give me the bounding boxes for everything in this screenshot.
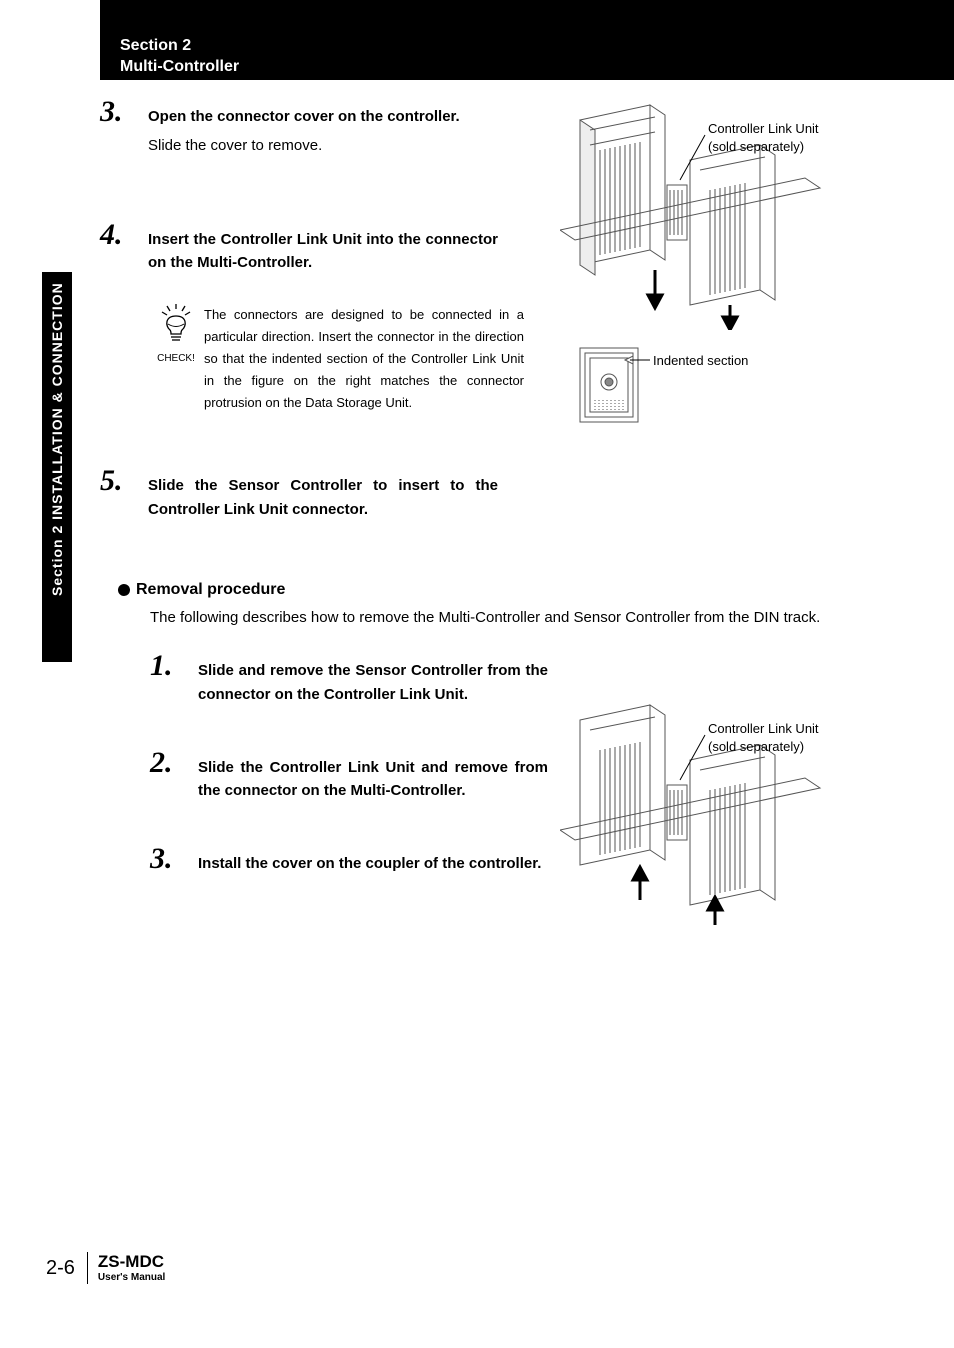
footer-separator	[87, 1252, 88, 1284]
step-body: Slide and remove the Sensor Controller f…	[198, 649, 548, 706]
step-number: 2.	[150, 746, 198, 780]
removal-step-1: 1. Slide and remove the Sensor Controlle…	[150, 649, 870, 706]
header-section: Section 2	[120, 36, 954, 57]
connector-diagram	[575, 340, 665, 430]
check-label: CHECK!	[148, 353, 204, 364]
check-icon	[157, 304, 195, 350]
page-footer: 2-6 ZS-MDC User's Manual	[46, 1252, 165, 1284]
figure-3: Controller Link Unit (sold separately)	[560, 700, 870, 930]
footer-text: ZS-MDC User's Manual	[98, 1253, 165, 1283]
figure-1: Controller Link Unit (sold separately)	[560, 100, 870, 330]
step-title: Insert the Controller Link Unit into the…	[148, 228, 498, 275]
step-number: 3.	[100, 95, 148, 129]
step-number: 4.	[100, 218, 148, 252]
step-number: 1.	[150, 649, 198, 683]
check-icon-wrap: CHECK!	[148, 304, 204, 364]
bullet-icon	[118, 584, 130, 596]
step-title: Slide and remove the Sensor Controller f…	[198, 659, 548, 706]
step-title: Slide the Sensor Controller to insert to…	[148, 474, 498, 521]
step-5: 5. Slide the Sensor Controller to insert…	[100, 464, 870, 521]
footer-subtitle: User's Manual	[98, 1272, 165, 1283]
removal-intro: The following describes how to remove th…	[150, 607, 870, 630]
footer-title: ZS-MDC	[98, 1253, 165, 1272]
step-desc: Slide the cover to remove.	[148, 134, 498, 157]
step-body: Slide the Sensor Controller to insert to…	[148, 464, 498, 521]
side-tab: Section 2 INSTALLATION & CONNECTION	[42, 272, 72, 662]
step-title: Open the connector cover on the controll…	[148, 105, 498, 128]
check-text: The connectors are designed to be connec…	[204, 304, 524, 414]
removal-heading-text: Removal procedure	[136, 581, 285, 598]
step-number: 3.	[150, 842, 198, 876]
step-number: 5.	[100, 464, 148, 498]
page-header: Section 2 Multi-Controller	[100, 0, 954, 80]
figure-2-label: Indented section	[653, 352, 773, 370]
figure-1-label: Controller Link Unit (sold separately)	[708, 120, 848, 155]
figure-3-label: Controller Link Unit (sold separately)	[708, 720, 848, 755]
page-number: 2-6	[46, 1257, 75, 1280]
check-note: CHECK! The connectors are designed to be…	[148, 304, 548, 414]
step-body: Slide the Controller Link Unit and remov…	[198, 746, 548, 803]
header-title: Multi-Controller	[120, 57, 954, 78]
figure-2: Indented section	[575, 340, 825, 430]
step-body: Insert the Controller Link Unit into the…	[148, 218, 498, 275]
removal-heading: Removal procedure	[138, 581, 870, 599]
step-title: Slide the Controller Link Unit and remov…	[198, 756, 548, 803]
step-body: Open the connector cover on the controll…	[148, 95, 498, 158]
